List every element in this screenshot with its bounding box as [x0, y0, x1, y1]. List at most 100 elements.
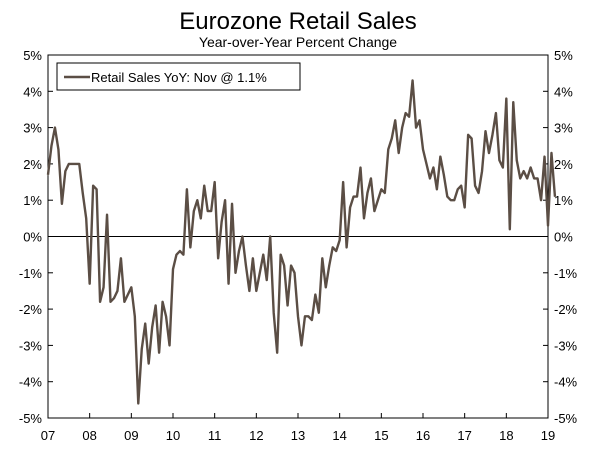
y-tick-label-left: 5% [23, 48, 42, 63]
data-point [370, 177, 372, 180]
data-point [75, 163, 77, 165]
data-point [363, 217, 365, 219]
data-point [68, 163, 70, 165]
y-tick-label-left: -1% [19, 266, 43, 281]
data-point [346, 246, 348, 248]
x-tick-label: 11 [208, 428, 222, 443]
y-axis-right: 5% 4% 3% 2% 1% 0% -1% -2% -3% -4% -5% [543, 48, 578, 426]
data-point [241, 235, 244, 238]
data-point [391, 137, 393, 140]
data-point [418, 119, 421, 121]
data-point [380, 188, 382, 190]
x-axis: 07 08 09 10 11 12 13 14 15 16 17 18 19 [41, 413, 555, 443]
x-tick-label: 19 [541, 428, 555, 443]
data-point [82, 192, 84, 194]
data-point [477, 192, 480, 194]
data-point [148, 362, 150, 365]
data-point [207, 210, 209, 212]
data-point [71, 163, 73, 165]
y-axis-left: 5% 4% 3% 2% 1% 0% -1% -2% -3% -4% -5% [19, 48, 53, 426]
data-point [214, 181, 216, 183]
data-point [137, 402, 139, 405]
data-point [61, 203, 63, 205]
data-point [262, 254, 264, 256]
data-point [481, 170, 483, 172]
data-point [512, 101, 514, 103]
data-point [293, 272, 296, 274]
x-tick-label: 16 [416, 428, 430, 443]
data-point [245, 264, 247, 267]
data-point [286, 304, 289, 307]
data-point [200, 217, 202, 219]
data-point [533, 177, 535, 180]
data-point [280, 254, 282, 256]
x-tick-label: 09 [124, 428, 138, 443]
data-point [217, 257, 219, 259]
data-point [141, 348, 143, 350]
y-tick-label-right: 0% [554, 230, 573, 245]
data-point [342, 181, 344, 183]
y-tick-label-left: -4% [19, 375, 43, 390]
data-point [151, 326, 153, 328]
data-point [373, 210, 375, 212]
data-point [446, 195, 448, 198]
data-point [304, 315, 306, 317]
data-point [144, 323, 146, 325]
data-point [311, 319, 313, 321]
data-point [453, 199, 455, 201]
data-point [182, 254, 185, 256]
data-point [352, 195, 355, 198]
data-point [349, 206, 351, 209]
data-point [300, 344, 303, 346]
data-point [130, 286, 132, 288]
x-tick-label: 08 [82, 428, 96, 443]
y-tick-label-left: 2% [23, 157, 42, 172]
y-tick-label-left: -2% [19, 302, 43, 317]
y-tick-label-left: -5% [19, 411, 43, 426]
data-point [113, 297, 115, 299]
data-point [491, 134, 494, 136]
data-point [474, 185, 476, 187]
data-point [457, 188, 459, 190]
data-point [464, 206, 466, 209]
x-tick-label: 17 [457, 428, 471, 443]
data-point [359, 166, 362, 169]
chart-title: Eurozone Retail Sales [179, 8, 416, 35]
data-point [523, 170, 525, 172]
data-point [89, 283, 91, 285]
data-point [408, 116, 410, 118]
data-point [196, 199, 198, 201]
data-point [484, 130, 487, 132]
data-point [471, 137, 473, 140]
legend: Retail Sales YoY: Nov @ 1.1% [56, 62, 301, 91]
data-point [175, 254, 178, 256]
data-point [425, 163, 428, 165]
y-tick-label-right: 1% [554, 193, 573, 208]
data-point [99, 301, 101, 303]
data-point [554, 195, 556, 198]
x-tick-label: 13 [291, 428, 305, 443]
data-point [227, 283, 230, 285]
data-point [516, 159, 518, 161]
data-point [384, 192, 386, 194]
x-tick-label: 12 [249, 428, 263, 443]
data-point [231, 203, 233, 205]
data-point [255, 290, 257, 292]
data-point [502, 166, 504, 169]
data-point [432, 166, 435, 169]
data-point [57, 148, 60, 150]
data-point [321, 257, 323, 259]
data-point [123, 301, 125, 303]
data-point [339, 239, 341, 241]
x-tick-label: 14 [332, 428, 346, 443]
series-points [47, 79, 556, 405]
data-point [155, 304, 157, 307]
x-tick-label: 07 [41, 428, 55, 443]
data-point [116, 290, 119, 292]
legend-label: Retail Sales YoY: Nov @ 1.1% [91, 70, 267, 85]
y-tick-label-right: 4% [554, 84, 573, 99]
data-point [519, 177, 521, 180]
data-point [540, 199, 542, 201]
x-tick-label: 18 [499, 428, 513, 443]
